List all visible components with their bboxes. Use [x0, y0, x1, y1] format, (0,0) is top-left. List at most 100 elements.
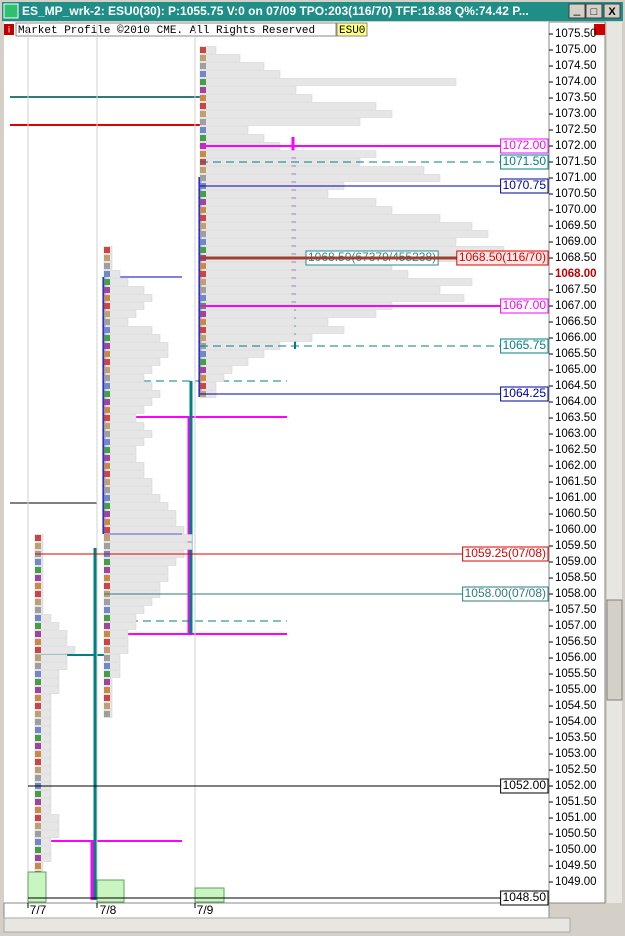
tpo-cell	[200, 335, 206, 341]
profile-row	[199, 214, 441, 222]
profile-row	[103, 342, 169, 350]
profile-row	[103, 558, 177, 566]
info-glyph: i	[8, 24, 10, 34]
y-tick-label: 1065.50	[555, 348, 597, 360]
profile-row	[103, 518, 177, 526]
tpo-cell	[104, 639, 110, 645]
tpo-cell	[35, 831, 41, 837]
tpo-cell	[200, 375, 206, 381]
tpo-cell	[35, 775, 41, 781]
tpo-cell	[104, 423, 110, 429]
scroll-thumb[interactable]	[606, 599, 623, 701]
y-tick-label: 1062.50	[555, 444, 597, 456]
info-icon[interactable]	[4, 24, 14, 35]
tpo-cell	[104, 439, 110, 445]
tpo-cell	[35, 639, 41, 645]
y-tick-label: 1054.50	[555, 700, 597, 712]
y-tick-label: 1053.50	[555, 732, 597, 744]
tpo-cell	[200, 223, 206, 229]
tpo-cell	[104, 303, 110, 309]
y-tick-label: 1049.50	[555, 860, 597, 872]
tpo-cell	[104, 359, 110, 365]
y-tick-label: 1055.50	[555, 668, 597, 680]
minimize-button[interactable]	[568, 3, 586, 19]
tpo-cell	[104, 375, 110, 381]
profile-row	[199, 350, 265, 358]
maximize-button[interactable]	[585, 3, 603, 19]
tpo-cell	[104, 455, 110, 461]
tpo-cell	[35, 599, 41, 605]
tpo-cell	[35, 847, 41, 853]
menu-icon[interactable]	[594, 24, 605, 35]
price-axis	[548, 21, 606, 904]
tpo-cell	[200, 71, 206, 77]
tpo-cell	[200, 191, 206, 197]
tpo-cell	[35, 815, 41, 821]
tpo-cell	[104, 311, 110, 317]
y-tick-label: 1065.00	[555, 364, 597, 376]
tpo-cell	[104, 631, 110, 637]
vertical-scrollbar[interactable]	[607, 22, 622, 903]
tpo-cell	[104, 407, 110, 413]
level-label-box	[500, 890, 549, 906]
tpo-cell	[35, 711, 41, 717]
date-label: 7/9	[197, 903, 214, 917]
y-tick-label: 1059.50	[555, 540, 597, 552]
tpo-cell	[104, 463, 110, 469]
tpo-cell	[104, 247, 110, 253]
tpo-cell	[35, 623, 41, 629]
tpo-cell	[35, 543, 41, 549]
profile-row	[199, 86, 297, 94]
profile-row	[199, 94, 313, 102]
tpo-cell	[104, 527, 110, 533]
y-tick-label: 1050.50	[555, 828, 597, 840]
profile-row	[199, 70, 281, 78]
level-label: 1048.50	[503, 890, 547, 904]
tpo-cell	[35, 535, 41, 541]
profile-row	[199, 126, 249, 134]
profile-row	[199, 102, 377, 110]
profile-row	[199, 198, 377, 206]
level-label: 1068.50(116/70)	[459, 250, 546, 264]
tpo-cell	[200, 295, 206, 301]
level-label: 1052.00	[503, 778, 547, 792]
tpo-cell	[104, 695, 110, 701]
close-button[interactable]	[603, 3, 621, 19]
level-label: 1071.50	[503, 154, 547, 168]
tpo-cell	[35, 719, 41, 725]
tpo-cell	[35, 735, 41, 741]
profile-row	[103, 510, 177, 518]
profile-row	[103, 430, 153, 438]
y-tick-label: 1066.00	[555, 332, 597, 344]
tpo-cell	[200, 63, 206, 69]
symbol-box	[336, 22, 368, 37]
horizontal-scrollbar[interactable]	[3, 917, 571, 933]
tpo-cell	[104, 679, 110, 685]
tpo-cell	[35, 767, 41, 773]
tpo-cell	[35, 583, 41, 589]
tpo-cell	[35, 863, 41, 869]
tpo-cell	[104, 575, 110, 581]
level-label: 1070.75	[503, 178, 547, 192]
volume-bar	[27, 871, 47, 903]
tpo-cell	[104, 503, 110, 509]
level-label-box	[500, 154, 549, 170]
tpo-cell	[35, 647, 41, 653]
level-label: 1065.75	[503, 338, 547, 352]
y-tick-label: 1059.00	[555, 556, 597, 568]
profile-row	[103, 534, 193, 542]
tpo-cell	[104, 511, 110, 517]
tpo-cell	[35, 743, 41, 749]
tpo-cell	[104, 607, 110, 613]
profile-row	[103, 494, 161, 502]
tpo-cell	[104, 431, 110, 437]
tpo-cell	[104, 615, 110, 621]
tpo-cell	[200, 215, 206, 221]
y-tick-label: 1073.00	[555, 108, 597, 120]
profile-row	[103, 542, 193, 550]
tpo-cell	[104, 271, 110, 277]
y-tick-label: 1049.00	[555, 876, 597, 888]
tpo-cell	[104, 447, 110, 453]
tpo-cell	[200, 207, 206, 213]
tpo-cell	[35, 559, 41, 565]
